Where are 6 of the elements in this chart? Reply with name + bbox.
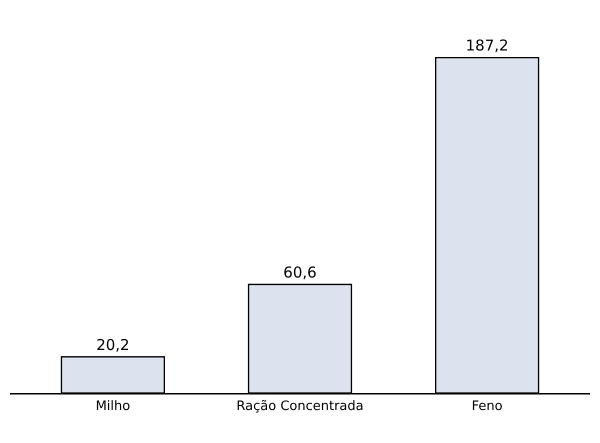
data-label: 60,6 bbox=[283, 263, 317, 282]
x-tick-label: Ração Concentrada bbox=[236, 398, 364, 414]
x-tick-label: Milho bbox=[96, 398, 130, 414]
x-tick-label: Feno bbox=[472, 398, 503, 414]
data-label: 20,2 bbox=[96, 336, 130, 354]
data-label: 187,2 bbox=[466, 36, 509, 55]
